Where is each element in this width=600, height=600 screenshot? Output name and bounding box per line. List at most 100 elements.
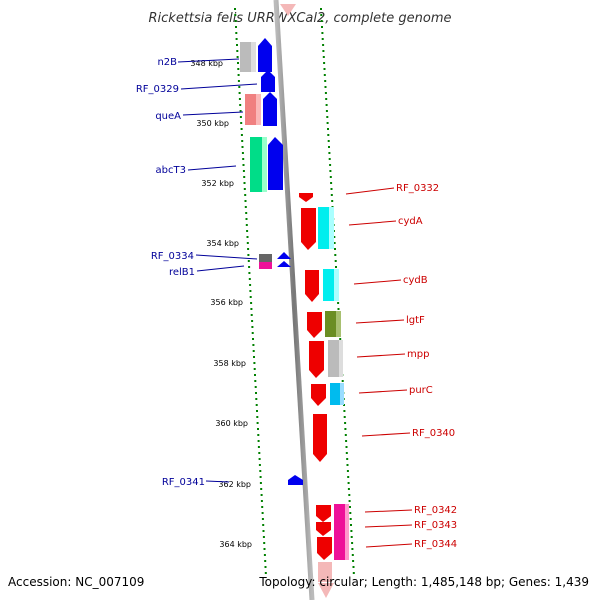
scale-tick <box>244 194 247 196</box>
scale-tick <box>324 80 327 82</box>
scale-tick <box>343 410 346 412</box>
scale-tick <box>328 158 331 160</box>
scale-tick <box>243 176 246 178</box>
map-title: Rickettsia felis URRWXCal2, complete gen… <box>149 11 452 26</box>
scale-tick <box>247 260 250 262</box>
scale-tick <box>322 56 325 58</box>
genome-backbone <box>273 0 315 600</box>
scale-tick <box>346 458 349 460</box>
scale-tick <box>341 380 344 382</box>
scale-tick <box>257 428 259 430</box>
gene-purC-bar-light <box>340 383 344 405</box>
gene-lgtF-bar <box>325 311 336 337</box>
scale-tick <box>237 80 240 82</box>
leader-line <box>180 83 258 90</box>
scale-tick <box>249 290 252 292</box>
scale-tick <box>321 38 324 40</box>
scale-tick <box>258 452 261 454</box>
scale-tick <box>335 266 337 268</box>
scale-label: 354 kbp <box>206 239 239 248</box>
scale-tick <box>244 200 247 202</box>
scale-tick <box>252 344 255 346</box>
scale-tick <box>320 8 322 10</box>
gene-label-purC: purC <box>409 385 433 396</box>
scale-tick <box>349 506 351 508</box>
scale-label: 362 kbp <box>218 480 251 489</box>
scale-tick <box>258 458 261 460</box>
scale-tick <box>350 530 353 532</box>
scale-tick <box>344 422 347 424</box>
start-marker <box>280 4 296 16</box>
scale-tick <box>333 242 336 244</box>
scale-tick <box>239 110 242 112</box>
scale-tick <box>346 470 349 472</box>
scale-tick <box>260 494 263 496</box>
scale-tick <box>235 26 237 28</box>
scale-tick <box>240 122 243 124</box>
scale-tick <box>327 140 330 142</box>
gene-mpp-arrow <box>309 341 324 378</box>
gene-cydB-bar <box>323 269 334 301</box>
scale-tick <box>325 98 328 100</box>
leader-line <box>348 220 397 226</box>
scale-tick <box>241 152 244 154</box>
gene-queA-bar-light <box>256 94 261 125</box>
scale-tick <box>256 422 259 424</box>
scale-tick <box>237 74 240 76</box>
scale-tick <box>245 224 248 226</box>
scale-tick <box>352 560 355 562</box>
scale-tick <box>349 518 352 520</box>
scale-tick <box>240 134 243 136</box>
scale-tick <box>243 182 246 184</box>
scale-tick <box>260 488 263 490</box>
scale-tick <box>243 188 246 190</box>
scale-tick <box>249 284 252 286</box>
scale-tick <box>245 218 248 220</box>
scale-tick <box>246 236 249 238</box>
scale-tick <box>257 440 260 442</box>
gene-n2B-bar <box>240 42 251 72</box>
scale-tick <box>235 38 238 40</box>
gene-RF_0332-arrow <box>299 193 313 202</box>
scale-tick <box>351 542 354 544</box>
scale-tick <box>320 14 323 16</box>
scale-tick <box>248 272 251 274</box>
scale-tick <box>251 326 254 328</box>
scale-tick <box>254 374 256 376</box>
scale-tick <box>256 410 258 412</box>
gene-RF_0344-bar <box>334 504 345 560</box>
scale-tick <box>251 332 254 334</box>
gene-label-mpp: mpp <box>407 349 429 360</box>
scale-tick <box>238 92 241 94</box>
scale-tick <box>347 488 350 490</box>
scale-tick <box>250 302 253 304</box>
scale-tick <box>236 50 239 52</box>
scale-tick <box>234 8 236 10</box>
leader-line <box>361 432 411 437</box>
scale-tick <box>253 356 255 358</box>
leader-line <box>358 389 408 394</box>
scale-tick <box>263 542 266 544</box>
scale-label: 356 kbp <box>210 298 243 307</box>
right-features <box>299 193 349 582</box>
gene-RF_0334-bar <box>259 254 272 262</box>
gene-label-n2B: n2B <box>157 57 177 68</box>
gene-RF_0344-bar-light <box>345 504 349 560</box>
scale-tick <box>334 260 337 262</box>
scale-tick <box>345 446 348 448</box>
gene-RF_0342-arrow <box>316 505 331 522</box>
scale-tick <box>261 506 264 508</box>
scale-tick <box>236 44 238 46</box>
scale-tick <box>348 494 351 496</box>
gene-cydB-bar-light <box>334 269 339 301</box>
scale-tick <box>253 368 256 370</box>
gene-label-RF_0329: RF_0329 <box>136 84 179 95</box>
scale-tick <box>237 62 239 64</box>
scale-tick <box>239 104 242 106</box>
gene-label-RF_0341: RF_0341 <box>162 477 205 488</box>
scale-tick <box>330 188 333 190</box>
leader-line <box>355 319 405 324</box>
scale-tick <box>259 482 262 484</box>
scale-tick <box>261 512 264 514</box>
scale-tick <box>347 482 350 484</box>
